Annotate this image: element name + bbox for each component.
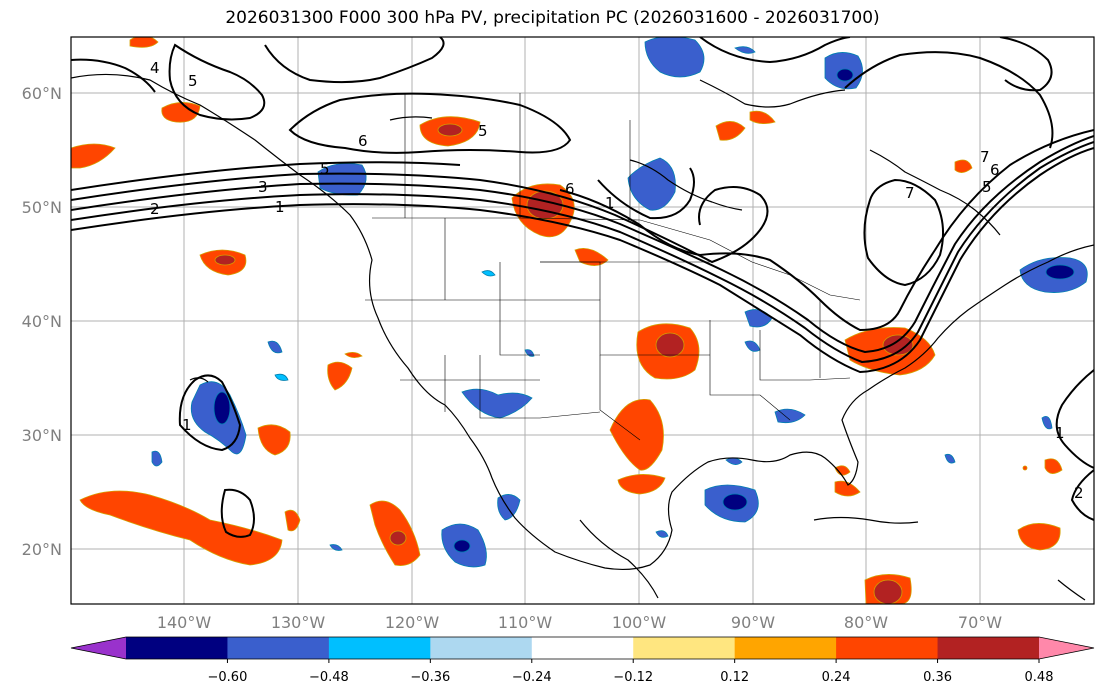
contour-label: 6 bbox=[990, 161, 1000, 179]
contour-label: 2 bbox=[150, 200, 160, 218]
contour-label: 5 bbox=[188, 72, 198, 90]
contour-label: 1 bbox=[1055, 424, 1065, 442]
contour-label: 1 bbox=[182, 416, 192, 434]
lat-label: 40°N bbox=[22, 312, 62, 331]
contour-label: 1 bbox=[605, 194, 615, 212]
colorbar-segment bbox=[937, 637, 1040, 659]
contour-label: 7 bbox=[905, 184, 915, 202]
colorbar-tick-label: 0.12 bbox=[720, 670, 749, 685]
contour-label: 7 bbox=[980, 148, 990, 166]
colorbar-tick-label: −0.60 bbox=[208, 670, 248, 685]
colorbar-outline bbox=[70, 636, 1095, 660]
colorbar-segment bbox=[430, 637, 533, 659]
pv-contours bbox=[71, 37, 1094, 538]
colorbar-segment bbox=[836, 637, 939, 659]
map-frame bbox=[70, 36, 1095, 605]
colorbar-extend-high bbox=[1039, 637, 1094, 659]
contour-label: 2 bbox=[1074, 484, 1084, 502]
map-title: 2026031300 F000 300 hPa PV, precipitatio… bbox=[225, 8, 880, 28]
colorbar-segment bbox=[633, 637, 736, 659]
contour-label: 6 bbox=[565, 180, 575, 198]
political-boundaries bbox=[365, 93, 861, 441]
lon-label: 80°W bbox=[844, 613, 888, 632]
colorbar-extend-low bbox=[71, 637, 126, 659]
colorbar-segment bbox=[227, 637, 330, 659]
contour-label: 5 bbox=[478, 122, 488, 140]
contour-label: 3 bbox=[258, 178, 268, 196]
pv-contour-labels: 4 5 6 5 3 2 1 5 6 7 7 1 6 5 1 2 1 bbox=[150, 59, 1084, 502]
contour-label: 1 bbox=[275, 198, 285, 216]
contour-label: 5 bbox=[320, 160, 330, 178]
longitude-labels: 140°W 130°W 120°W 110°W 100°W 90°W 80°W … bbox=[157, 613, 1002, 632]
lat-label: 60°N bbox=[22, 84, 62, 103]
lat-label: 50°N bbox=[22, 198, 62, 217]
lon-label: 100°W bbox=[612, 613, 667, 632]
lon-label: 120°W bbox=[385, 613, 440, 632]
contour-label: 5 bbox=[982, 178, 992, 196]
colorbar-segment bbox=[531, 637, 634, 659]
colorbar-tick-label: −0.12 bbox=[613, 670, 653, 685]
colorbar: −0.60 −0.48 −0.36 −0.24 −0.12 0.12 0.24 0.36 0.4… bbox=[70, 636, 1095, 685]
lon-label: 70°W bbox=[958, 613, 1002, 632]
colorbar-segment bbox=[734, 637, 837, 659]
colorbar-tick-label: 0.48 bbox=[1025, 670, 1054, 685]
lon-label: 140°W bbox=[157, 613, 212, 632]
colorbar-segment bbox=[126, 637, 228, 659]
colorbar-tick-label: −0.48 bbox=[309, 670, 349, 685]
colorbar-tick-label: 0.24 bbox=[822, 670, 851, 685]
contour-label: 4 bbox=[150, 59, 160, 77]
precip-negative-areas bbox=[151, 37, 1088, 568]
contour-label: 6 bbox=[358, 132, 368, 150]
colorbar-tick-label: 0.36 bbox=[923, 670, 952, 685]
lat-label: 30°N bbox=[22, 426, 62, 445]
latitude-labels: 60°N 50°N 40°N 30°N 20°N bbox=[22, 84, 62, 559]
lat-label: 20°N bbox=[22, 540, 62, 559]
lon-label: 130°W bbox=[271, 613, 326, 632]
precip-positive-areas bbox=[71, 37, 1063, 604]
lon-label: 110°W bbox=[498, 613, 553, 632]
graticule bbox=[71, 37, 1094, 604]
lon-label: 90°W bbox=[731, 613, 775, 632]
colorbar-tick-label: −0.24 bbox=[512, 670, 552, 685]
colorbar-segment bbox=[328, 637, 431, 659]
colorbar-tick-label: −0.36 bbox=[410, 670, 450, 685]
